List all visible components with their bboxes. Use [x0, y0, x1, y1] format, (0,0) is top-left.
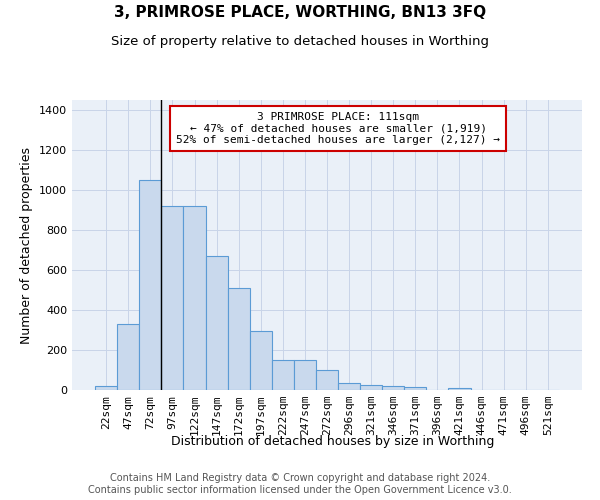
Text: Contains HM Land Registry data © Crown copyright and database right 2024.
Contai: Contains HM Land Registry data © Crown c…: [88, 474, 512, 495]
Text: Size of property relative to detached houses in Worthing: Size of property relative to detached ho…: [111, 35, 489, 48]
Bar: [139, 180, 161, 390]
Bar: [206, 256, 227, 390]
Bar: [294, 360, 316, 390]
Bar: [117, 324, 139, 390]
Bar: [250, 331, 272, 390]
Text: Distribution of detached houses by size in Worthing: Distribution of detached houses by size …: [172, 435, 494, 448]
Bar: [95, 386, 117, 390]
Text: 3, PRIMROSE PLACE, WORTHING, BN13 3FQ: 3, PRIMROSE PLACE, WORTHING, BN13 3FQ: [114, 5, 486, 20]
Bar: [272, 360, 294, 390]
Text: 3 PRIMROSE PLACE: 111sqm
← 47% of detached houses are smaller (1,919)
52% of sem: 3 PRIMROSE PLACE: 111sqm ← 47% of detach…: [176, 112, 500, 145]
Bar: [360, 385, 382, 390]
Y-axis label: Number of detached properties: Number of detached properties: [20, 146, 34, 344]
Bar: [316, 370, 338, 390]
Bar: [382, 386, 404, 390]
Bar: [227, 288, 250, 390]
Bar: [184, 206, 206, 390]
Bar: [338, 383, 360, 390]
Bar: [404, 387, 427, 390]
Bar: [161, 206, 184, 390]
Bar: [448, 388, 470, 390]
